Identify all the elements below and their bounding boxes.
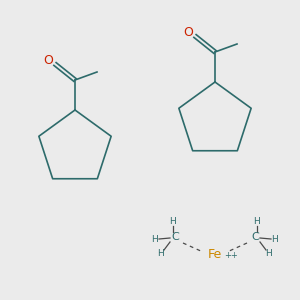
Text: O: O xyxy=(183,26,193,38)
Text: H: H xyxy=(272,236,278,244)
Text: C: C xyxy=(251,232,259,242)
Text: Fe: Fe xyxy=(208,248,222,262)
Text: H: H xyxy=(266,248,272,257)
Text: O: O xyxy=(43,53,53,67)
Text: ++: ++ xyxy=(224,250,238,260)
Text: C: C xyxy=(171,232,179,242)
Text: H: H xyxy=(169,217,176,226)
Text: H: H xyxy=(158,248,164,257)
Text: H: H xyxy=(152,236,158,244)
Text: H: H xyxy=(254,217,260,226)
